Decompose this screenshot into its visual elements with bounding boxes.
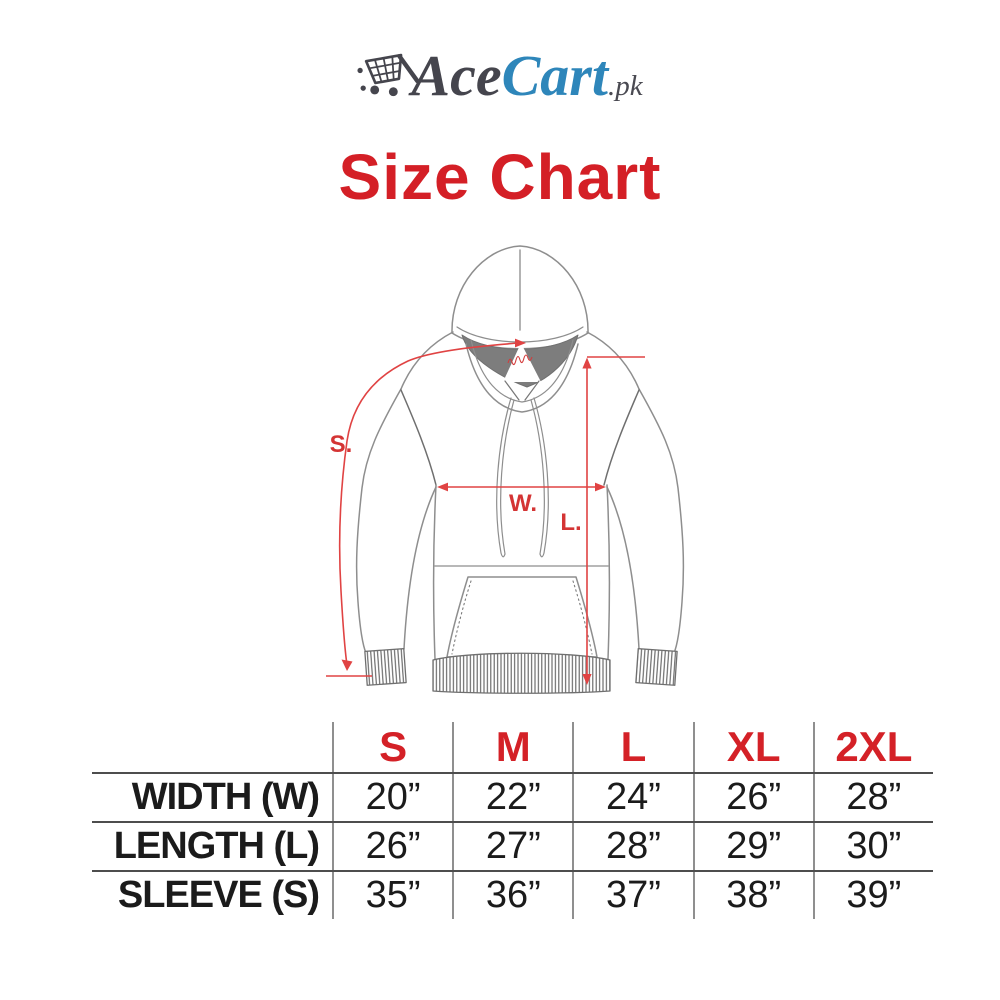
brand-logo: AceCart.pk [0,40,1000,112]
row-label: WIDTH (W) [131,776,320,818]
brand-tld: .pk [607,70,643,102]
size-value-cell: 20” [332,774,452,821]
size-value-cell: 39” [812,872,933,919]
size-value-cell: 36” [452,872,572,919]
table-header-row: S M L XL 2XL [92,722,933,772]
size-value-cell: 28” [812,774,933,821]
brand-wordmark: AceCart.pk [411,47,642,105]
size-value-cell: 26” [692,774,813,821]
table-row-length: LENGTH (L) 26” 27” 28” 29” 30” [92,821,933,870]
row-label: LENGTH (L) [113,825,320,867]
size-value-cell: 24” [572,774,692,821]
neck-brand-script [507,354,533,366]
hem-band [432,652,611,694]
right-cuff [635,647,678,686]
column-header-xl: XL [692,722,813,772]
size-value-cell: 22” [452,774,572,821]
size-value-cell: 37” [572,872,692,919]
sleeve-measure-line [338,342,520,666]
column-header-2xl: 2XL [812,722,933,772]
brand-name-cart: Cart [501,43,608,108]
size-value-cell: 26” [332,823,452,870]
page-title: Size Chart [338,141,662,213]
size-value-cell: 27” [452,823,572,870]
width-measure-label: W. [509,490,537,517]
column-header-l: L [572,722,692,772]
sleeve-measure-label: S. [330,431,353,458]
size-value-cell: 29” [692,823,813,870]
length-measure-label: L. [560,509,581,536]
left-cuff [364,647,407,686]
size-table: S M L XL 2XL WIDTH (W) 20” 22” 24” 26” 2… [92,722,933,919]
right-drawstring [530,397,549,558]
table-corner-cell [92,722,332,772]
size-value-cell: 35” [332,872,452,919]
row-label: SLEEVE (S) [117,874,320,916]
hoodie-outline [355,245,685,694]
measure-arrowheads [341,338,606,685]
brand-name-ace: Ace [411,43,502,108]
left-drawstring [496,397,515,558]
size-value-cell: 38” [692,872,813,919]
kangaroo-pocket [446,576,598,658]
column-header-s: S [332,722,452,772]
size-value-cell: 28” [572,823,692,870]
column-header-m: M [452,722,572,772]
measurement-lines [326,342,645,681]
size-value-cell: 30” [812,823,933,870]
table-row-sleeve: SLEEVE (S) 35” 36” 37” 38” 39” [92,870,933,919]
table-row-width: WIDTH (W) 20” 22” 24” 26” 28” [92,772,933,821]
shopping-cart-icon [357,53,420,97]
